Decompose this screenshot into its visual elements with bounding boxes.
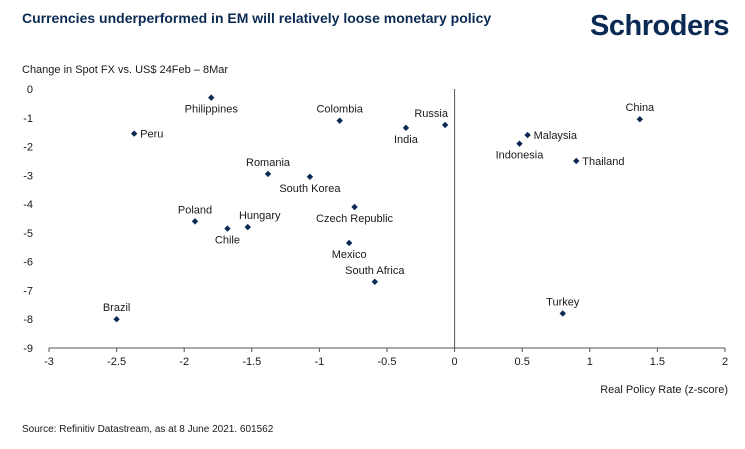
data-point-label: South Africa: [345, 265, 405, 277]
x-tick-label: -1: [315, 356, 325, 368]
scatter-chart: -3 -2.5 -2 -1.5 -1 -0.5 0 0.5 1 1.5 2 0 -1 -2 -3 -4 -5 -…: [23, 84, 728, 396]
x-tick-label: 0.5: [515, 356, 530, 368]
data-points: Philippines Peru Colombia Russia India China M…: [103, 94, 655, 323]
data-point-label: Brazil: [103, 302, 131, 314]
chart-title: Currencies underperformed in EM will rel…: [22, 10, 492, 26]
schroders-logo: Schroders: [590, 10, 729, 42]
data-point-marker: [113, 316, 120, 323]
data-point-label: Hungary: [239, 210, 281, 222]
data-point-marker: [224, 225, 231, 232]
data-point-marker: [559, 310, 566, 317]
data-point-label: Turkey: [546, 296, 580, 308]
x-tick-label: 0: [452, 356, 458, 368]
data-point-marker: [306, 173, 314, 180]
data-point-label: Thailand: [582, 156, 624, 168]
data-point-marker: [264, 170, 272, 178]
y-tick-label: -7: [23, 285, 33, 297]
y-tick-label: -6: [23, 257, 33, 269]
x-axis-label: Real Policy Rate (z-score): [600, 384, 728, 396]
y-tick-label: -4: [23, 199, 33, 211]
y-tick-label: 0: [27, 84, 33, 96]
x-tick-label: -2.5: [107, 356, 126, 368]
data-point-label: Peru: [140, 129, 163, 141]
y-tick-label: -1: [23, 113, 33, 125]
data-point-label: Malaysia: [534, 130, 578, 142]
data-point-label: India: [394, 134, 419, 146]
data-point-marker: [208, 94, 215, 101]
data-point-label: South Korea: [279, 183, 341, 195]
y-tick-label: -3: [23, 170, 33, 182]
source-note: Source: Refinitiv Datastream, as at 8 Ju…: [22, 424, 274, 435]
x-tick-label: 1.5: [650, 356, 665, 368]
data-point-marker: [516, 140, 523, 147]
y-tick-label: -5: [23, 228, 33, 240]
data-point-label: China: [625, 102, 655, 114]
data-point-marker: [351, 203, 358, 211]
y-tick-label: -9: [23, 343, 33, 355]
y-axis-label: Change in Spot FX vs. US$ 24Feb – 8Mar: [22, 64, 229, 76]
data-point-marker: [345, 239, 353, 247]
data-point-label: Mexico: [332, 249, 367, 261]
x-axis-ticks: -3 -2.5 -2 -1.5 -1 -0.5 0 0.5 1 1.5 2: [44, 348, 728, 368]
data-point-label: Colombia: [316, 104, 363, 116]
data-point-marker: [336, 117, 343, 124]
data-point-label: Poland: [178, 204, 212, 216]
x-tick-label: -2: [179, 356, 189, 368]
x-tick-label: 2: [722, 356, 728, 368]
data-point-marker: [130, 130, 138, 137]
data-point-label: Indonesia: [496, 150, 545, 162]
x-tick-label: -1.5: [242, 356, 261, 368]
data-point-marker: [524, 131, 531, 139]
data-point-marker: [441, 121, 449, 129]
data-point-marker: [244, 223, 251, 231]
data-point-label: Chile: [215, 235, 240, 247]
data-point-marker: [573, 157, 580, 165]
data-point-label: Czech Republic: [316, 213, 394, 225]
data-point-marker: [402, 124, 410, 132]
y-tick-label: -8: [23, 314, 33, 326]
data-point-label: Russia: [414, 108, 449, 120]
y-axis-ticks: 0 -1 -2 -3 -4 -5 -6 -7 -8 -9: [23, 84, 33, 355]
x-tick-label: 1: [587, 356, 593, 368]
x-tick-label: -3: [44, 356, 54, 368]
data-point-label: Philippines: [185, 104, 239, 116]
data-point-marker: [636, 116, 644, 123]
x-tick-label: -0.5: [378, 356, 397, 368]
data-point-marker: [371, 278, 379, 286]
data-point-label: Romania: [246, 157, 291, 169]
y-tick-label: -2: [23, 142, 33, 154]
data-point-marker: [191, 218, 199, 225]
